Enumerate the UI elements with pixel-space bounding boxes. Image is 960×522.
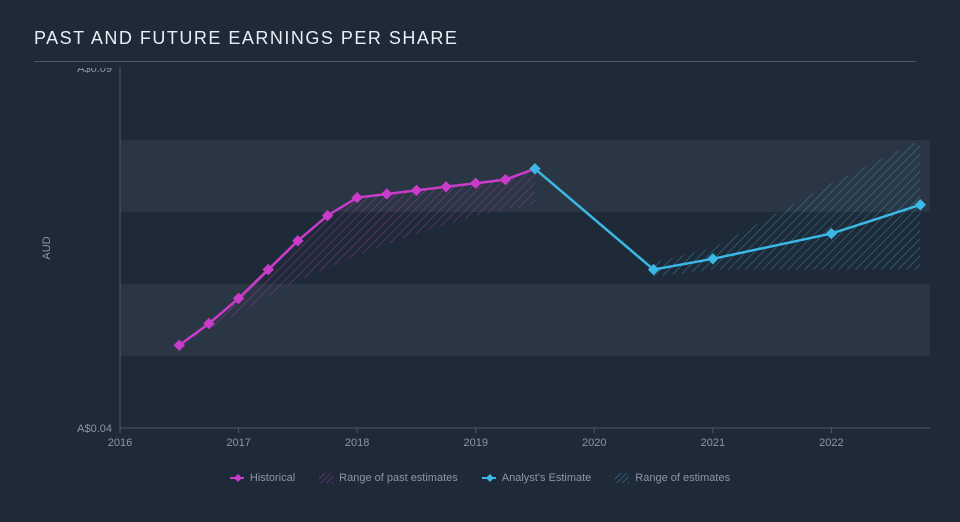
legend-swatch [230, 474, 244, 482]
x-tick-label: 2021 [701, 437, 725, 449]
x-tick-label: 2022 [819, 437, 843, 449]
legend: Historical Range of past estimates Analyst… [30, 472, 930, 484]
y-tick-label: A$0.09 [77, 68, 112, 75]
legend-item-historical: Historical [230, 472, 295, 484]
x-tick-label: 2018 [345, 437, 369, 449]
x-tick-label: 2019 [463, 437, 487, 449]
legend-item-historical_range: Range of past estimates [319, 472, 458, 484]
legend-swatch [615, 474, 629, 482]
x-tick-label: 2017 [226, 437, 250, 449]
legend-swatch [482, 474, 496, 482]
legend-swatch [319, 474, 333, 482]
legend-label: Range of past estimates [339, 472, 458, 484]
chart-title: PAST AND FUTURE EARNINGS PER SHARE [34, 28, 916, 62]
legend-label: Range of estimates [635, 472, 730, 484]
y-axis-label: AUD [41, 236, 53, 259]
y-tick-label: A$0.04 [77, 423, 112, 435]
x-tick-label: 2016 [108, 437, 132, 449]
legend-item-estimate: Analyst's Estimate [482, 472, 592, 484]
x-tick-label: 2020 [582, 437, 606, 449]
chart-container: PAST AND FUTURE EARNINGS PER SHARE 2016 2… [0, 0, 960, 522]
legend-label: Historical [250, 472, 295, 484]
legend-item-estimate_range: Range of estimates [615, 472, 730, 484]
legend-label: Analyst's Estimate [502, 472, 592, 484]
chart-plot: 20162017201820192020202120222023A$0.04A$… [30, 68, 930, 468]
